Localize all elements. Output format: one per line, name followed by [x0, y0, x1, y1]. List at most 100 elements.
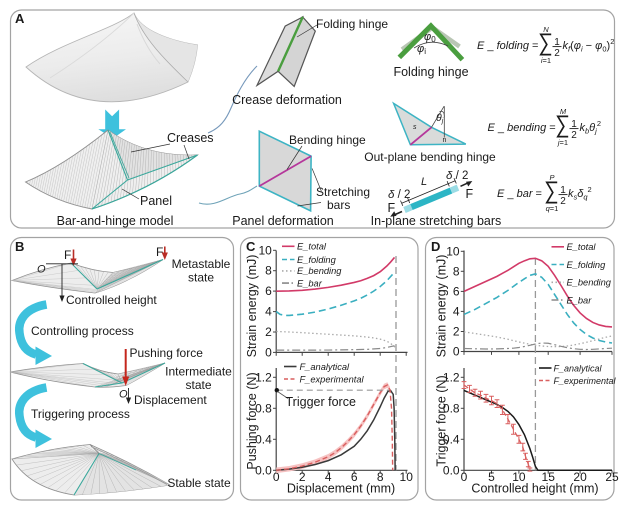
svg-text:6: 6 — [453, 284, 460, 298]
svg-text:2: 2 — [554, 48, 560, 59]
svg-text:F: F — [466, 187, 474, 201]
svg-text:10: 10 — [258, 243, 272, 257]
svg-text:4: 4 — [265, 305, 272, 319]
svg-text:N: N — [543, 25, 549, 34]
svg-text:Folding hinge: Folding hinge — [393, 65, 468, 79]
svg-text:E_folding: E_folding — [567, 260, 607, 270]
svg-text:8: 8 — [265, 264, 272, 278]
svg-text:E_total: E_total — [297, 242, 327, 252]
svg-text:O: O — [37, 264, 46, 276]
svg-text:θj: θj — [436, 112, 444, 125]
svg-text:Panel deformation: Panel deformation — [232, 214, 334, 228]
svg-text:O: O — [119, 389, 128, 401]
svg-text:E _ bar =: E _ bar = — [497, 188, 542, 200]
svg-text:10: 10 — [512, 470, 526, 484]
svg-text:L: L — [421, 176, 427, 188]
svg-text:B: B — [15, 239, 24, 254]
svg-text:ksδq2: ksδq2 — [568, 185, 592, 202]
svg-text:Panel: Panel — [140, 194, 172, 208]
svg-text:Stretching: Stretching — [316, 185, 370, 199]
svg-text:Intermediate: Intermediate — [165, 365, 232, 379]
svg-text:10: 10 — [400, 470, 414, 484]
svg-text:Creases: Creases — [167, 131, 214, 145]
svg-text:2: 2 — [571, 130, 577, 141]
svg-text:Displacement: Displacement — [134, 393, 207, 407]
svg-text:Bar-and-hinge model: Bar-and-hinge model — [57, 214, 174, 228]
svg-text:E_bar: E_bar — [297, 278, 323, 288]
svg-text:0: 0 — [273, 470, 280, 484]
svg-text:A: A — [15, 11, 25, 26]
svg-text:D: D — [431, 239, 440, 254]
svg-text:2: 2 — [560, 196, 566, 207]
svg-text:0: 0 — [265, 345, 272, 359]
svg-text:Triggering process: Triggering process — [31, 407, 130, 421]
svg-text:state: state — [185, 378, 211, 392]
svg-text:q=1: q=1 — [546, 204, 559, 213]
svg-text:0.4: 0.4 — [255, 432, 272, 446]
svg-text:state: state — [188, 271, 214, 285]
svg-text:10: 10 — [446, 244, 460, 258]
svg-text:0.0: 0.0 — [255, 463, 272, 477]
svg-text:Crease deformation: Crease deformation — [232, 93, 342, 107]
svg-text:Pushing force: Pushing force — [130, 346, 204, 360]
svg-text:kbθj2: kbθj2 — [580, 119, 601, 136]
svg-text:i=1: i=1 — [541, 56, 551, 65]
svg-text:φ0: φ0 — [424, 31, 436, 44]
svg-text:Folding hinge: Folding hinge — [316, 17, 388, 31]
svg-text:δ / 2: δ / 2 — [446, 170, 468, 182]
svg-text:P: P — [549, 173, 554, 182]
svg-text:2: 2 — [299, 470, 306, 484]
svg-text:Metastable: Metastable — [172, 257, 231, 271]
svg-text:Stable state: Stable state — [167, 476, 231, 490]
svg-text:M: M — [560, 107, 567, 116]
svg-text:0: 0 — [461, 470, 468, 484]
svg-text:E_folding: E_folding — [297, 255, 337, 265]
svg-text:5: 5 — [488, 470, 495, 484]
svg-text:Pushing force (N): Pushing force (N) — [245, 372, 259, 469]
svg-text:E _ folding =: E _ folding = — [477, 40, 538, 52]
svg-text:Bending hinge: Bending hinge — [289, 133, 366, 147]
svg-text:Controlled height: Controlled height — [66, 293, 157, 307]
svg-text:6: 6 — [351, 470, 358, 484]
svg-text:20: 20 — [573, 470, 587, 484]
svg-text:Out-plane bending hinge: Out-plane bending hinge — [364, 150, 496, 164]
svg-text:0.8: 0.8 — [255, 401, 272, 415]
svg-text:0.4: 0.4 — [443, 432, 460, 446]
svg-text:25: 25 — [605, 470, 619, 484]
svg-text:Strain energy (mJ): Strain energy (mJ) — [435, 255, 449, 358]
svg-text:4: 4 — [325, 470, 332, 484]
svg-text:F_analytical: F_analytical — [300, 362, 351, 372]
svg-text:2: 2 — [453, 325, 460, 339]
svg-text:F_experimental: F_experimental — [300, 374, 365, 384]
svg-text:2: 2 — [265, 325, 272, 339]
svg-text:kf(φi − φ0)2: kf(φi − φ0)2 — [563, 37, 615, 54]
svg-text:E_bending: E_bending — [297, 266, 342, 276]
svg-text:Controlling process: Controlling process — [31, 324, 134, 338]
svg-text:Trigger force: Trigger force — [286, 395, 356, 409]
svg-text:8: 8 — [377, 470, 384, 484]
svg-text:E _ bending =: E _ bending = — [488, 122, 556, 134]
svg-text:F_analytical: F_analytical — [554, 363, 603, 373]
svg-text:1: 1 — [560, 185, 566, 196]
svg-text:E_bending: E_bending — [567, 278, 612, 288]
svg-text:E_total: E_total — [567, 242, 597, 252]
svg-text:F: F — [64, 248, 71, 262]
svg-text:4: 4 — [453, 304, 460, 318]
svg-text:15: 15 — [542, 470, 556, 484]
svg-text:1: 1 — [554, 37, 560, 48]
svg-text:δ / 2: δ / 2 — [388, 189, 410, 201]
svg-text:8: 8 — [453, 264, 460, 278]
svg-text:Trigger force (N): Trigger force (N) — [435, 375, 449, 466]
svg-text:s: s — [413, 124, 417, 131]
svg-text:F: F — [388, 201, 396, 215]
svg-text:Controlled height (mm): Controlled height (mm) — [471, 482, 598, 496]
svg-text:φi: φi — [417, 43, 426, 56]
svg-text:1.2: 1.2 — [443, 370, 460, 384]
svg-text:F_experimental: F_experimental — [554, 376, 617, 386]
svg-text:0.0: 0.0 — [443, 463, 460, 477]
svg-text:1: 1 — [571, 119, 577, 130]
svg-text:0: 0 — [453, 345, 460, 359]
svg-text:0.8: 0.8 — [443, 401, 460, 415]
svg-text:n: n — [443, 137, 447, 144]
svg-text:j=1: j=1 — [557, 138, 568, 147]
